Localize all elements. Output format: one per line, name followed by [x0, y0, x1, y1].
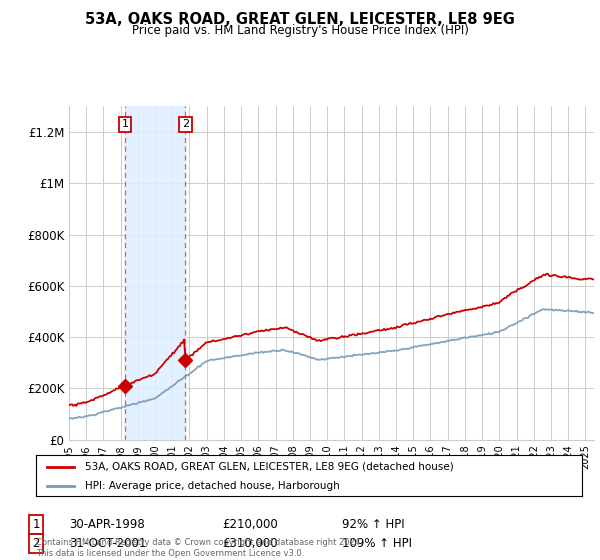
- Text: 1: 1: [32, 518, 40, 531]
- Text: 30-APR-1998: 30-APR-1998: [69, 518, 145, 531]
- Text: HPI: Average price, detached house, Harborough: HPI: Average price, detached house, Harb…: [85, 480, 340, 491]
- Text: 2: 2: [182, 119, 189, 129]
- Text: 2: 2: [32, 536, 40, 550]
- Text: 53A, OAKS ROAD, GREAT GLEN, LEICESTER, LE8 9EG: 53A, OAKS ROAD, GREAT GLEN, LEICESTER, L…: [85, 12, 515, 27]
- Text: 109% ↑ HPI: 109% ↑ HPI: [342, 536, 412, 550]
- Text: £310,000: £310,000: [222, 536, 278, 550]
- Text: 92% ↑ HPI: 92% ↑ HPI: [342, 518, 404, 531]
- Text: £210,000: £210,000: [222, 518, 278, 531]
- Text: 53A, OAKS ROAD, GREAT GLEN, LEICESTER, LE8 9EG (detached house): 53A, OAKS ROAD, GREAT GLEN, LEICESTER, L…: [85, 461, 454, 472]
- Text: 1: 1: [121, 119, 128, 129]
- Text: Price paid vs. HM Land Registry's House Price Index (HPI): Price paid vs. HM Land Registry's House …: [131, 24, 469, 36]
- Text: Contains HM Land Registry data © Crown copyright and database right 2024.
This d: Contains HM Land Registry data © Crown c…: [36, 538, 362, 558]
- Text: 31-OCT-2001: 31-OCT-2001: [69, 536, 146, 550]
- Bar: [125, 106, 185, 440]
